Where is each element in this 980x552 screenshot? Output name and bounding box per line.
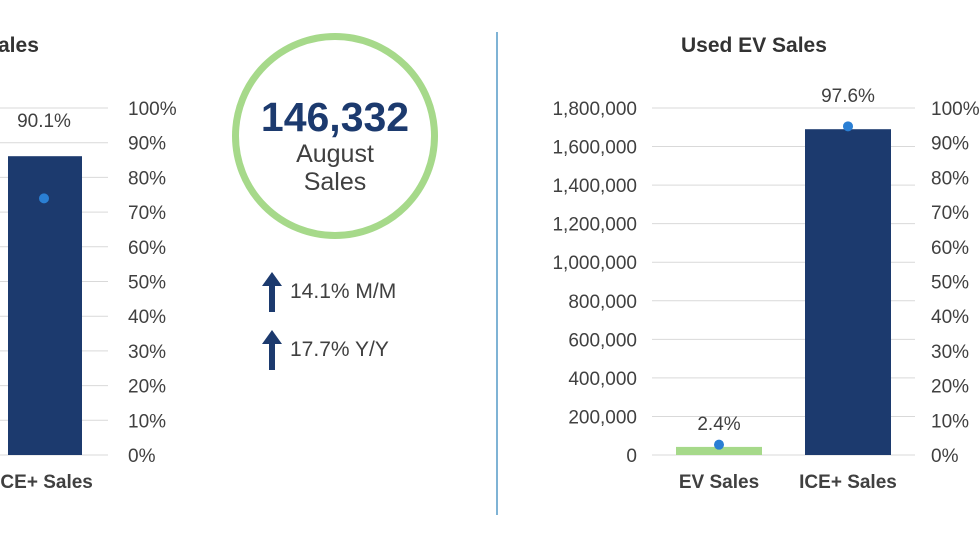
left-chart-title: ales [0,34,39,57]
y2-tick-label: 60% [128,238,166,259]
y2-tick-label: 90% [931,134,969,155]
change-text-yy: 17.7% Y/Y [290,338,389,361]
x-tick-label: EV Sales [679,472,759,493]
arrow-up-icon [262,330,282,370]
right-chart: 1,800,000 1,600,000 1,400,000 1,200,000 1,00… [552,86,979,493]
y2-tick-label: 0% [128,446,156,467]
change-text-mm: 14.1% M/M [290,280,397,303]
y2-tick-label: 70% [128,203,166,224]
y2-tick-label: 90% [128,134,166,155]
percent-dot [39,193,49,204]
y-tick-label: 1,800,000 [552,99,637,120]
y2-tick-label: 80% [931,168,969,189]
y-tick-label: 1,200,000 [552,215,637,236]
y2-tick-label: 50% [931,273,969,294]
x-tick-label: ICE+ Sales [0,472,93,493]
bar-ice-sales [8,156,82,455]
y2-tick-label: 100% [128,99,177,120]
left-chart: 100% 90% 80% 70% 60% 50% 40% 30% 20% 10% 0% 90.1% IC… [0,99,177,493]
arrow-up-icon [262,272,282,312]
x-tick-label: ICE+ Sales [799,472,897,493]
y2-tick-label: 10% [931,411,969,432]
y2-tick-label: 40% [128,307,166,328]
y2-tick-label: 40% [931,307,969,328]
y-tick-label: 800,000 [568,292,637,313]
y2-tick-label: 20% [128,377,166,398]
percent-dot [714,439,724,450]
y-tick-label: 400,000 [568,369,637,390]
sales-stat-circle: 146,332 August Sales [232,33,438,239]
y2-tick-label: 20% [931,377,969,398]
y2-tick-label: 50% [128,273,166,294]
data-label: 97.6% [821,86,875,107]
y-tick-label: 1,000,000 [552,253,637,274]
y-tick-label: 600,000 [568,330,637,351]
y2-tick-label: 80% [128,168,166,189]
data-label: 90.1% [17,111,71,132]
y2-tick-label: 100% [931,99,980,120]
data-label: 2.4% [697,414,740,435]
y-tick-label: 1,400,000 [552,176,637,197]
y2-tick-label: 0% [931,446,959,467]
y2-tick-label: 60% [931,238,969,259]
y-tick-label: 1,600,000 [552,138,637,159]
sales-stat-label-word: Sales [303,168,367,196]
y-tick-label: 200,000 [568,407,637,428]
bar-ev-sales [676,446,762,455]
y2-tick-label: 30% [931,342,969,363]
sales-stat-label-month: August [296,140,374,168]
sales-stat-label: August Sales [239,140,431,196]
y2-tick-label: 30% [128,342,166,363]
y2-tick-label: 10% [128,411,166,432]
sales-stat-value: 146,332 [260,94,410,140]
y-tick-label: 0 [626,446,637,467]
right-chart-title: Used EV Sales [681,34,827,57]
bar-ice-sales [805,129,891,455]
percent-dot [843,121,853,132]
y2-tick-label: 70% [931,203,969,224]
